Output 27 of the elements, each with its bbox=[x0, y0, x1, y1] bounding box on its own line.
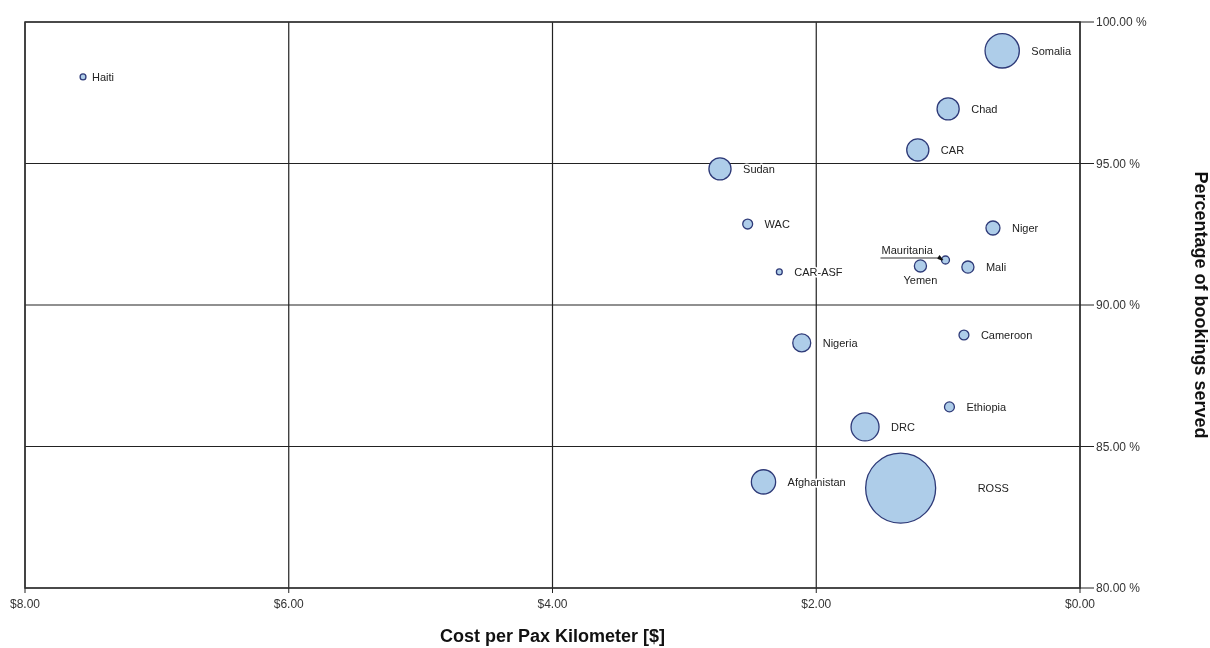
annotation: CAR bbox=[940, 143, 965, 156]
annotation: Niger bbox=[1011, 222, 1039, 235]
annotation: Nigeria bbox=[822, 336, 859, 349]
y-tick-label: 80.00 % bbox=[1096, 581, 1141, 595]
y-tick-label: 85.00 % bbox=[1096, 439, 1141, 454]
annotation: Chad bbox=[971, 102, 998, 115]
annotation: ROSS bbox=[977, 482, 1009, 495]
annotation: Yemen bbox=[903, 274, 938, 287]
x-tick-label: $0.00 bbox=[1064, 597, 1096, 611]
x-tick-label: $8.00 bbox=[9, 597, 41, 611]
x-tick-label: $6.00 bbox=[273, 597, 305, 611]
annotation: Mauritania bbox=[881, 244, 934, 256]
annotation: Somalia bbox=[1031, 44, 1072, 57]
y-tick-label: 100.00 % bbox=[1096, 15, 1148, 29]
x-axis-title: Cost per Pax Kilometer [$] bbox=[439, 626, 666, 646]
y-tick-label: 90.00 % bbox=[1096, 298, 1141, 312]
x-tick-label: $2.00 bbox=[801, 597, 832, 611]
annotation: Haiti bbox=[91, 70, 114, 83]
y-tick-label: 95.00 % bbox=[1096, 156, 1141, 171]
x-tick-label: $4.00 bbox=[537, 597, 568, 611]
annotation: Mali bbox=[985, 261, 1007, 274]
annotation: Ethiopia bbox=[966, 400, 1008, 413]
annotation: Sudan bbox=[743, 162, 775, 175]
annotation: Cameroon bbox=[980, 329, 1033, 341]
annotation: WAC bbox=[764, 218, 790, 231]
y-axis-title: Percentage of bookings served bbox=[1191, 171, 1210, 439]
annotation: DRC bbox=[891, 420, 915, 433]
